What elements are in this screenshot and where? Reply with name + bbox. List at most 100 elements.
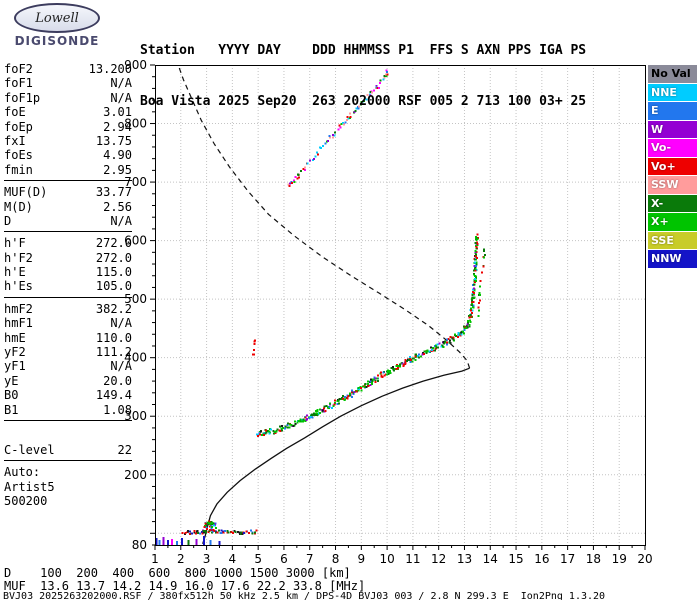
- parameter-value: N/A: [110, 90, 132, 105]
- lowell-digisonde-logo: Lowell DIGISONDE: [6, 3, 108, 48]
- parameter-value: 13.200: [88, 62, 132, 76]
- group-divider: [4, 231, 132, 233]
- parameter-row: B1 1.08: [4, 403, 132, 417]
- parameter-label: MUF(D): [4, 185, 48, 200]
- parameter-label: fmin: [4, 162, 33, 177]
- parameter-row: h'F2 272.0: [4, 251, 132, 265]
- parameter-label: foF2: [4, 62, 33, 76]
- distance-muf-table: D 100 200 400 600 800 1000 1500 3000 [km…: [4, 567, 365, 592]
- parameter-row: yF1 N/A: [4, 359, 132, 373]
- parameter-value: 105.0: [95, 279, 132, 294]
- parameter-label: B1: [4, 402, 19, 417]
- parameter-label: h'Es: [4, 279, 33, 294]
- group-divider: [4, 419, 132, 421]
- parameter-value: 111.2: [95, 345, 132, 360]
- parameter-value: 13.75: [95, 133, 132, 148]
- svg-text:17: 17: [560, 552, 575, 566]
- parameter-label: hmF2: [4, 301, 33, 316]
- parameter-value: N/A: [110, 76, 132, 91]
- parameter-value: 110.0: [95, 330, 132, 345]
- parameter-value: N/A: [110, 213, 132, 228]
- parameter-row: hmF1 N/A: [4, 316, 132, 330]
- parameter-row: foF1p N/A: [4, 91, 132, 105]
- parameter-label: yE: [4, 373, 19, 388]
- parameter-row: h'E 115.0: [4, 265, 132, 279]
- svg-text:11: 11: [405, 552, 420, 566]
- svg-text:10: 10: [379, 552, 394, 566]
- parameter-value: 2.95: [103, 162, 132, 177]
- svg-text:600: 600: [124, 234, 147, 248]
- file-info-footer: BVJ03_2025263202000.RSF / 380fx512h 50 k…: [3, 591, 606, 600]
- svg-text:8: 8: [332, 552, 340, 566]
- parameter-label: foEp: [4, 119, 33, 134]
- parameter-value: 4.90: [103, 148, 132, 163]
- parameter-label: foF1: [4, 76, 33, 91]
- svg-text:7: 7: [306, 552, 314, 566]
- parameter-label: foE: [4, 105, 26, 120]
- parameter-row: C-level 22: [4, 443, 132, 457]
- svg-text:20: 20: [637, 552, 652, 566]
- logo-brand: Lowell: [35, 10, 79, 26]
- svg-text:13: 13: [457, 552, 472, 566]
- muf-row: MUF 13.6 13.7 14.2 14.9 16.0 17.6 22.2 3…: [4, 578, 366, 593]
- parameter-row: h'F 272.0: [4, 236, 132, 250]
- parameter-label: foEs: [4, 148, 33, 163]
- svg-text:200: 200: [124, 468, 147, 482]
- autoscaler-info: Auto:: [4, 465, 41, 480]
- header-column-titles: Station YYYY DAY DDD HHMMSS P1 FFS S AXN…: [140, 43, 587, 58]
- parameter-value: N/A: [110, 359, 132, 374]
- svg-text:15: 15: [508, 552, 523, 566]
- svg-text:400: 400: [124, 351, 147, 365]
- parameter-row: foF2 13.200: [4, 62, 132, 76]
- legend-item-vo+: Vo+: [648, 157, 697, 175]
- svg-text:18: 18: [586, 552, 601, 566]
- parameter-label: C-level: [4, 442, 55, 457]
- parameter-value: N/A: [110, 316, 132, 331]
- parameter-label: h'F2: [4, 250, 33, 265]
- parameter-label: fxI: [4, 133, 26, 148]
- parameter-label: yF2: [4, 345, 26, 360]
- header-station-values: Boa Vista 2025 Sep20 263 202000 RSF 005 …: [140, 94, 587, 109]
- svg-text:2: 2: [177, 552, 185, 566]
- parameter-label: D: [4, 213, 12, 228]
- legend-item-x+: X+: [648, 213, 697, 231]
- svg-text:3: 3: [203, 552, 211, 566]
- logo-oval: Lowell: [14, 3, 100, 33]
- parameter-value: 2.94: [103, 119, 132, 134]
- svg-text:800: 800: [124, 117, 147, 131]
- parameter-value: 272.0: [95, 236, 132, 251]
- parameter-label: M(D): [4, 199, 33, 214]
- group-divider: [4, 296, 132, 298]
- parameter-label: B0: [4, 388, 19, 403]
- parameter-row: h'Es 105.0: [4, 279, 132, 293]
- svg-text:9: 9: [357, 552, 365, 566]
- logo-product: DIGISONDE: [14, 34, 100, 48]
- parameter-label: yF1: [4, 359, 26, 374]
- parameter-label: h'E: [4, 265, 26, 280]
- parameter-value: 2.56: [103, 199, 132, 214]
- legend-item-ssw: SSW: [648, 176, 697, 194]
- distance-row: D 100 200 400 600 800 1000 1500 3000 [km…: [4, 566, 351, 580]
- parameter-value: 20.0: [103, 373, 132, 388]
- parameter-panel: foF2 13.200 foF1 N/A foF1p N/A foE 3.01 foEp 2.94…: [4, 62, 132, 509]
- parameter-row: M(D) 2.56: [4, 200, 132, 214]
- legend-item-no-val: No Val: [648, 65, 697, 83]
- svg-text:5: 5: [254, 552, 262, 566]
- parameter-label: foF1p: [4, 90, 41, 105]
- parameter-row: fxI 13.75: [4, 134, 132, 148]
- svg-text:80: 80: [132, 538, 147, 552]
- svg-text:500: 500: [124, 292, 147, 306]
- parameter-value: 115.0: [95, 265, 132, 280]
- svg-text:6: 6: [280, 552, 288, 566]
- parameter-row: foF1 N/A: [4, 76, 132, 90]
- parameter-label: h'F: [4, 236, 26, 251]
- svg-text:4: 4: [229, 552, 237, 566]
- parameter-row: B0 149.4: [4, 388, 132, 402]
- parameter-value: 3.01: [103, 105, 132, 120]
- parameter-value: 272.0: [95, 250, 132, 265]
- legend-item-e: E: [648, 102, 697, 120]
- group-divider: [4, 180, 132, 182]
- group-divider: [4, 460, 132, 462]
